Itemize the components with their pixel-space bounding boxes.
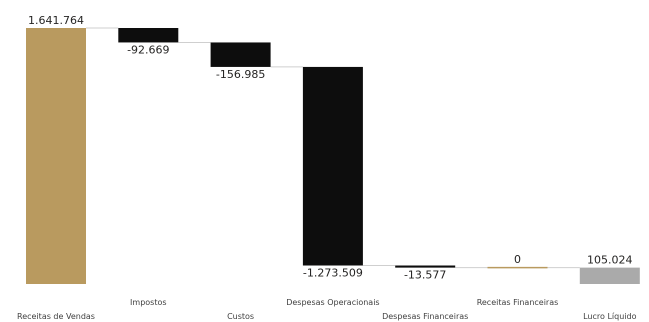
bar-receitas-financeiras[interactable] — [487, 266, 548, 269]
value-label-lucro-liquido: 105.024 — [587, 254, 633, 267]
value-labels-group: 1.641.764 -92.669 -156.985 -1.273.509 -13.57… — [28, 14, 633, 282]
category-label-receitas-financeiras: Receitas Financeiras — [477, 298, 559, 307]
category-label-impostos: Impostos — [130, 298, 167, 307]
bar-despesas-financeiras[interactable] — [395, 265, 456, 268]
bar-lucro-liquido[interactable] — [579, 267, 640, 284]
category-label-lucro-liquido: Lucro Líquido — [583, 312, 636, 321]
value-label-impostos: -92.669 — [127, 43, 169, 56]
value-label-despesas-financeiras: -13.577 — [404, 269, 446, 282]
bar-receitas-de-vendas[interactable] — [26, 28, 86, 284]
bar-despesas-operacionais[interactable] — [302, 66, 363, 266]
bars-group — [26, 28, 640, 284]
value-label-custos: -156.985 — [216, 68, 265, 81]
connector-lines — [86, 27, 580, 269]
category-labels-group: Receitas de Vendas Impostos Custos Despesas… — [17, 298, 637, 321]
category-label-receitas-de-vendas: Receitas de Vendas — [17, 312, 95, 321]
value-label-receitas-de-vendas: 1.641.764 — [28, 14, 84, 27]
value-label-despesas-operacionais: -1.273.509 — [303, 267, 363, 280]
category-label-despesas-operacionais: Despesas Operacionais — [286, 298, 379, 307]
value-label-receitas-financeiras: 0 — [514, 253, 521, 266]
bar-custos[interactable] — [210, 42, 271, 67]
bar-impostos[interactable] — [118, 28, 179, 43]
category-label-custos: Custos — [227, 312, 254, 321]
category-label-despesas-financeiras: Despesas Financeiras — [382, 312, 468, 321]
